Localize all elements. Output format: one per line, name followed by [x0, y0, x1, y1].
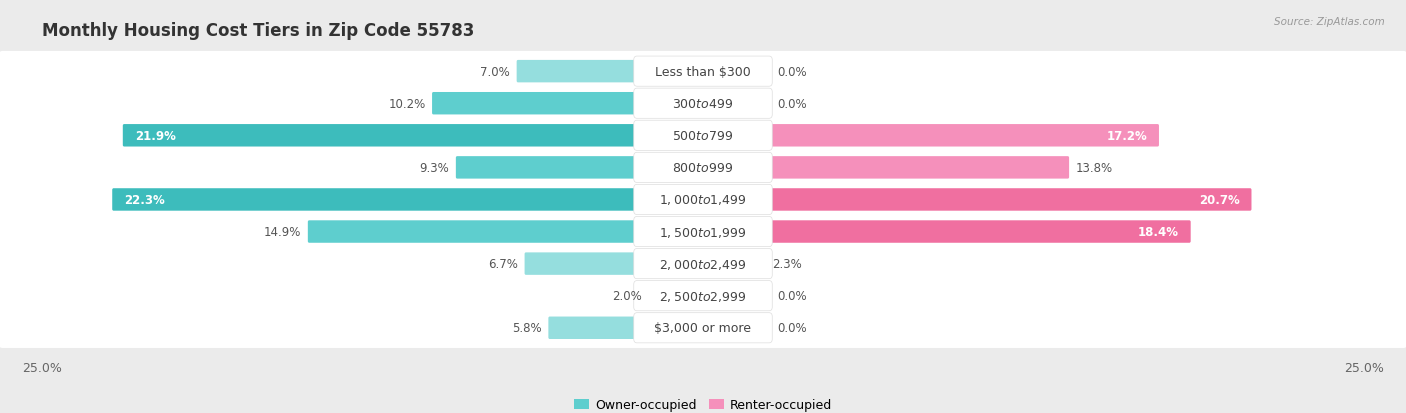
FancyBboxPatch shape — [112, 189, 704, 211]
FancyBboxPatch shape — [122, 125, 704, 147]
FancyBboxPatch shape — [0, 212, 1406, 252]
FancyBboxPatch shape — [634, 281, 772, 311]
Text: $1,500 to $1,999: $1,500 to $1,999 — [659, 225, 747, 239]
FancyBboxPatch shape — [702, 125, 1159, 147]
Text: 0.0%: 0.0% — [778, 66, 807, 78]
FancyBboxPatch shape — [702, 221, 1191, 243]
Text: $2,000 to $2,499: $2,000 to $2,499 — [659, 257, 747, 271]
Text: 2.0%: 2.0% — [613, 290, 643, 302]
Text: Monthly Housing Cost Tiers in Zip Code 55783: Monthly Housing Cost Tiers in Zip Code 5… — [42, 22, 475, 40]
FancyBboxPatch shape — [0, 84, 1406, 124]
Text: 20.7%: 20.7% — [1199, 193, 1240, 206]
Text: $500 to $799: $500 to $799 — [672, 130, 734, 142]
FancyBboxPatch shape — [456, 157, 704, 179]
FancyBboxPatch shape — [432, 93, 704, 115]
FancyBboxPatch shape — [0, 244, 1406, 284]
FancyBboxPatch shape — [634, 121, 772, 151]
FancyBboxPatch shape — [0, 308, 1406, 348]
FancyBboxPatch shape — [0, 180, 1406, 220]
FancyBboxPatch shape — [0, 276, 1406, 316]
Text: $300 to $499: $300 to $499 — [672, 97, 734, 110]
Text: 10.2%: 10.2% — [388, 97, 426, 110]
Text: 5.8%: 5.8% — [512, 321, 541, 335]
Text: 0.0%: 0.0% — [778, 97, 807, 110]
FancyBboxPatch shape — [634, 185, 772, 215]
Text: Less than $300: Less than $300 — [655, 66, 751, 78]
Text: 7.0%: 7.0% — [481, 66, 510, 78]
Text: 17.2%: 17.2% — [1107, 130, 1147, 142]
FancyBboxPatch shape — [648, 285, 704, 307]
Text: $1,000 to $1,499: $1,000 to $1,499 — [659, 193, 747, 207]
Text: 0.0%: 0.0% — [778, 321, 807, 335]
FancyBboxPatch shape — [634, 57, 772, 87]
FancyBboxPatch shape — [702, 189, 1251, 211]
FancyBboxPatch shape — [0, 148, 1406, 188]
FancyBboxPatch shape — [634, 89, 772, 119]
FancyBboxPatch shape — [524, 253, 704, 275]
Legend: Owner-occupied, Renter-occupied: Owner-occupied, Renter-occupied — [568, 393, 838, 413]
Text: 21.9%: 21.9% — [135, 130, 176, 142]
Text: $800 to $999: $800 to $999 — [672, 161, 734, 174]
Text: 6.7%: 6.7% — [488, 257, 517, 271]
FancyBboxPatch shape — [0, 116, 1406, 156]
FancyBboxPatch shape — [308, 221, 704, 243]
Text: 0.0%: 0.0% — [778, 290, 807, 302]
Text: $2,500 to $2,999: $2,500 to $2,999 — [659, 289, 747, 303]
FancyBboxPatch shape — [702, 253, 765, 275]
Text: 14.9%: 14.9% — [264, 225, 301, 238]
FancyBboxPatch shape — [634, 249, 772, 279]
FancyBboxPatch shape — [634, 153, 772, 183]
Text: 22.3%: 22.3% — [124, 193, 165, 206]
FancyBboxPatch shape — [702, 157, 1069, 179]
FancyBboxPatch shape — [516, 61, 704, 83]
FancyBboxPatch shape — [634, 217, 772, 247]
Text: Source: ZipAtlas.com: Source: ZipAtlas.com — [1274, 17, 1385, 26]
Text: 9.3%: 9.3% — [419, 161, 450, 174]
Text: $3,000 or more: $3,000 or more — [655, 321, 751, 335]
FancyBboxPatch shape — [548, 317, 704, 339]
Text: 13.8%: 13.8% — [1076, 161, 1112, 174]
FancyBboxPatch shape — [0, 52, 1406, 92]
Text: 2.3%: 2.3% — [772, 257, 801, 271]
Text: 18.4%: 18.4% — [1137, 225, 1178, 238]
FancyBboxPatch shape — [634, 313, 772, 343]
